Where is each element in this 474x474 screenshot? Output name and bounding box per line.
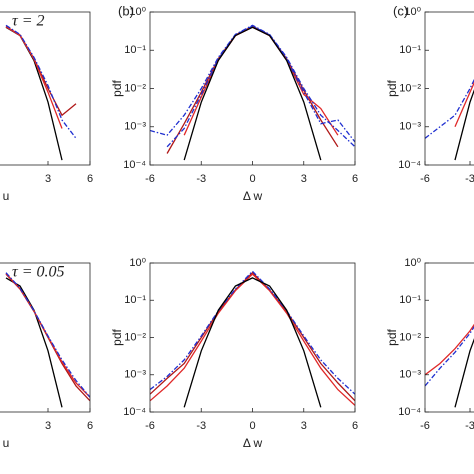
data-line <box>150 271 355 402</box>
plot-lines <box>425 323 474 408</box>
x-tick-label: -6 <box>420 420 430 432</box>
y-tick-label: 10⁻³ <box>124 121 146 133</box>
x-tick-label: -3 <box>465 420 474 432</box>
plot-area <box>150 263 355 412</box>
y-tick-label: 10⁻² <box>124 82 146 94</box>
plot-lines <box>5 24 77 161</box>
y-axis-label: pdf <box>110 79 124 96</box>
y-tick-label: 10⁻³ <box>399 369 421 381</box>
plot-area <box>150 12 355 165</box>
axes-frame <box>0 11 91 166</box>
y-tick-label: 10⁻² <box>124 331 146 343</box>
data-line <box>183 277 322 408</box>
x-axis-label: Δ w <box>243 189 263 203</box>
data-line <box>150 270 355 395</box>
x-tick-label: 6 <box>352 420 358 432</box>
y-tick-label: 10⁻¹ <box>124 294 146 306</box>
y-tick-label: 10⁻⁴ <box>123 159 146 171</box>
x-axis-label: Δ w <box>243 436 263 450</box>
y-axis-label: pdf <box>385 328 399 345</box>
y-tick-label: 10⁰ <box>129 257 146 269</box>
x-tick-label: 6 <box>87 420 93 432</box>
plot-area <box>0 263 90 412</box>
x-tick-label: 3 <box>45 420 51 432</box>
data-line <box>5 24 77 139</box>
x-tick-label: 0 <box>249 173 255 185</box>
y-tick-label: 10⁻² <box>399 82 421 94</box>
y-tick-label: 10⁻¹ <box>399 44 421 56</box>
data-line <box>150 273 355 406</box>
x-tick-label: -3 <box>196 173 206 185</box>
y-tick-label: 10⁻¹ <box>124 44 146 56</box>
data-line <box>5 272 90 398</box>
data-line <box>425 325 474 387</box>
annotation: τ = 2 <box>12 13 45 30</box>
plot-area <box>425 12 474 165</box>
data-line <box>183 26 322 161</box>
data-line <box>5 26 63 129</box>
y-tick-label: 10⁰ <box>129 6 146 18</box>
x-tick-label: -3 <box>196 420 206 432</box>
plot-area <box>0 12 90 165</box>
y-tick-label: 10⁻⁴ <box>123 406 146 418</box>
x-axis-label: u <box>3 436 10 450</box>
x-tick-label: 0 <box>249 420 255 432</box>
y-tick-label: 10⁻³ <box>399 121 421 133</box>
plot-lines <box>5 272 90 408</box>
x-tick-label: 3 <box>301 420 307 432</box>
x-tick-label: 3 <box>301 173 307 185</box>
data-line <box>425 323 474 376</box>
x-tick-label: -6 <box>145 420 155 432</box>
x-tick-label: -6 <box>420 173 430 185</box>
axes-frame <box>0 262 91 413</box>
plot-area <box>425 263 474 412</box>
y-axis-label: pdf <box>385 79 399 96</box>
x-tick-label: 6 <box>352 173 358 185</box>
y-tick-label: 10⁻⁴ <box>398 406 421 418</box>
plot-lines <box>150 270 355 408</box>
x-tick-label: -3 <box>465 173 474 185</box>
y-tick-label: 10⁻⁴ <box>398 159 421 171</box>
y-tick-label: 10⁰ <box>404 257 421 269</box>
y-tick-label: 10⁰ <box>404 6 421 18</box>
panel-label: (b) <box>118 3 134 18</box>
y-axis-label: pdf <box>110 328 124 345</box>
x-tick-label: 6 <box>87 173 93 185</box>
data-line <box>166 25 355 148</box>
plot-lines <box>150 24 355 161</box>
y-tick-label: 10⁻² <box>399 331 421 343</box>
annotation: τ = 0.05 <box>12 264 65 281</box>
panel-label: (c) <box>393 3 408 18</box>
x-tick-label: 3 <box>45 173 51 185</box>
x-axis-label: u <box>3 189 10 203</box>
x-tick-label: -6 <box>145 173 155 185</box>
y-tick-label: 10⁻³ <box>124 369 146 381</box>
y-tick-label: 10⁻¹ <box>399 294 421 306</box>
